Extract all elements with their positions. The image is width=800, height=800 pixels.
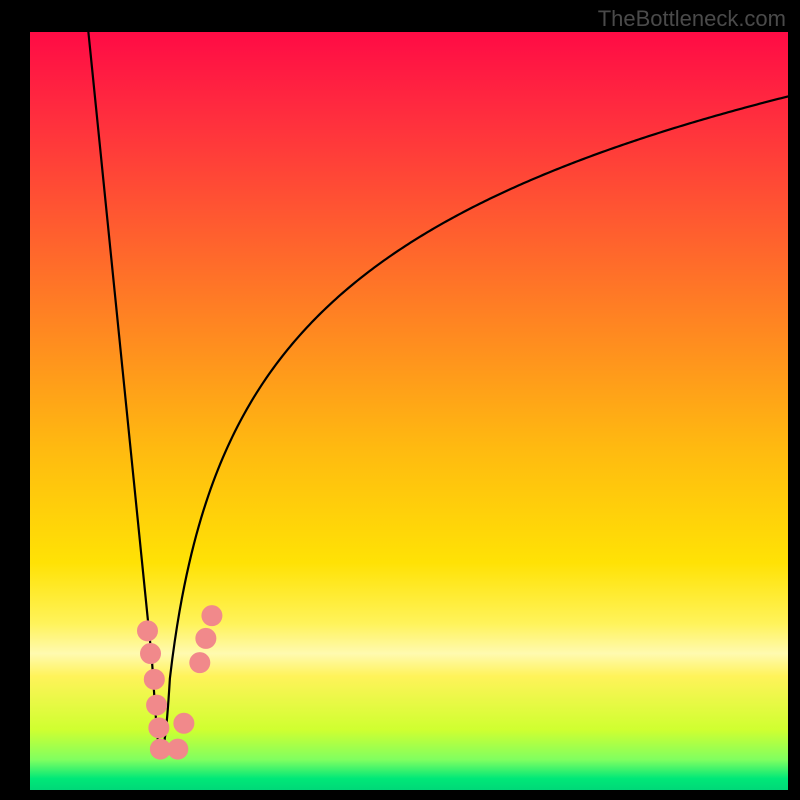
data-marker [190,653,210,673]
watermark-text: TheBottleneck.com [598,6,786,32]
data-marker [202,606,222,626]
bottleneck-curve [87,32,788,752]
data-marker [196,628,216,648]
plot-area [30,32,788,790]
data-marker [168,739,188,759]
data-marker [141,644,161,664]
data-marker [149,718,169,738]
curve-overlay [30,32,788,790]
data-marker [144,669,164,689]
data-markers [137,606,221,759]
data-marker [137,621,157,641]
chart-container: TheBottleneck.com [0,0,800,800]
data-marker [147,695,167,715]
data-marker [174,713,194,733]
